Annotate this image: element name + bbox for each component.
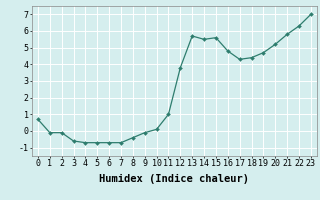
- X-axis label: Humidex (Indice chaleur): Humidex (Indice chaleur): [100, 174, 249, 184]
